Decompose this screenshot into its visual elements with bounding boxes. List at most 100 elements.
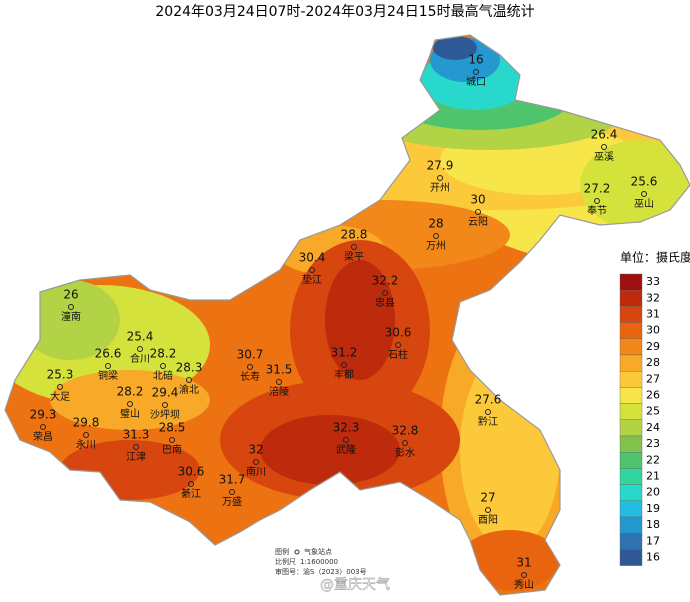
station-name: 南川 <box>246 465 266 478</box>
legend-swatch <box>619 354 643 372</box>
station-marker <box>382 290 388 296</box>
station-marker <box>127 401 133 407</box>
station-marker <box>485 409 491 415</box>
legend-swatch <box>619 484 643 502</box>
station-marker <box>594 198 600 204</box>
legend-label: 33 <box>646 275 660 288</box>
station-name: 长寿 <box>240 370 260 383</box>
station-marker <box>601 144 607 150</box>
station-marker <box>160 363 166 369</box>
legend-swatch <box>619 435 643 453</box>
station-value: 27 <box>480 491 495 505</box>
legend-unit: 单位：摄氏度 <box>620 250 690 265</box>
station-value: 25.6 <box>631 175 658 189</box>
station-value: 26 <box>63 288 78 302</box>
station-name: 武隆 <box>336 443 356 456</box>
legend-swatch <box>619 338 643 356</box>
station-value: 29.3 <box>30 408 57 422</box>
station-name: 石柱 <box>388 348 408 361</box>
legend-label: 18 <box>646 518 660 531</box>
station-value: 30 <box>470 193 485 207</box>
station-value: 27.2 <box>584 182 611 196</box>
station-marker <box>343 437 349 443</box>
legend: 33 32 31 30 29 28 27 26 25 24 23 22 21 20 19 18 17 16 <box>619 273 660 566</box>
station-value: 30.4 <box>299 251 326 265</box>
legend-label: 28 <box>646 356 660 369</box>
station-value: 32 <box>248 443 263 457</box>
station-name: 丰都 <box>334 368 354 381</box>
station-value: 28.8 <box>341 228 368 242</box>
station-value: 30.7 <box>237 348 264 362</box>
station-marker <box>105 363 111 369</box>
station-marker <box>475 209 481 215</box>
station-marker <box>253 459 259 465</box>
station-name: 万盛 <box>222 495 242 508</box>
station-value: 30.6 <box>178 465 205 479</box>
station-marker <box>437 175 443 181</box>
station-value: 27.6 <box>475 393 502 407</box>
station-value: 31.5 <box>266 363 293 377</box>
legend-swatch <box>619 419 643 437</box>
title: 2024年03月24日07时-2024年03月24日15时最高气温统计 <box>155 3 534 20</box>
legend-label: 21 <box>646 470 660 483</box>
station-name: 渝北 <box>179 383 199 396</box>
station-marker <box>641 191 647 197</box>
scale-label: 比例尺 <box>275 557 296 566</box>
legend-swatch <box>619 306 643 323</box>
legend-label: 17 <box>646 534 660 547</box>
station-name: 秀山 <box>514 579 534 591</box>
station-name: 潼南 <box>61 310 81 323</box>
station-value: 27.9 <box>427 159 454 173</box>
station-name: 巴南 <box>162 443 182 456</box>
station-name: 綦江 <box>181 487 201 500</box>
station-value: 16 <box>468 53 483 67</box>
station-name: 巫溪 <box>594 151 614 163</box>
station-marker <box>40 424 46 430</box>
legend-label: 26 <box>646 389 660 402</box>
station-name: 永川 <box>76 438 96 451</box>
station-marker <box>162 402 168 408</box>
legend-label: 23 <box>646 437 660 450</box>
station-name: 江津 <box>126 451 146 463</box>
station-marker <box>309 267 315 273</box>
station-value: 30.6 <box>385 326 412 340</box>
station-name: 巫山 <box>634 198 654 210</box>
station-name: 城口 <box>466 76 486 88</box>
station-value: 31.2 <box>331 346 358 360</box>
station-name: 涪陵 <box>269 385 289 398</box>
station-marker <box>521 572 527 578</box>
approval: 审图号：渝S（2023）003号 <box>275 567 367 576</box>
legend-swatch <box>619 533 643 550</box>
legend-label: 16 <box>646 551 660 564</box>
station-marker <box>57 384 63 390</box>
legend-label: 20 <box>646 486 660 499</box>
legend-label: 30 <box>646 324 660 337</box>
station-marker <box>83 432 89 438</box>
legend-label: 24 <box>646 421 660 434</box>
legend-label: 25 <box>646 405 660 418</box>
station-value: 28.3 <box>176 361 203 375</box>
legend-label: 27 <box>646 372 660 385</box>
station-marker <box>351 244 357 250</box>
station-name: 酉阳 <box>478 514 498 526</box>
station-name: 黔江 <box>478 415 498 428</box>
watermark: @重庆天气 <box>320 577 390 593</box>
station-name: 合川 <box>130 352 150 365</box>
station-name: 沙坪坝 <box>150 408 180 421</box>
station-name: 云阳 <box>468 216 488 228</box>
station-value: 31.7 <box>219 473 246 487</box>
legend-label: 图例 <box>275 547 289 556</box>
legend-swatch <box>619 322 643 340</box>
station-marker <box>276 379 282 385</box>
legend-swatch <box>619 500 643 518</box>
station-name: 万州 <box>426 240 446 252</box>
station-marker <box>433 233 439 239</box>
station-value: 26.6 <box>95 347 122 361</box>
legend-swatch <box>619 371 643 388</box>
station-name: 梁平 <box>344 250 364 263</box>
legend-label: 22 <box>646 453 660 466</box>
legend-label: 32 <box>646 291 660 304</box>
